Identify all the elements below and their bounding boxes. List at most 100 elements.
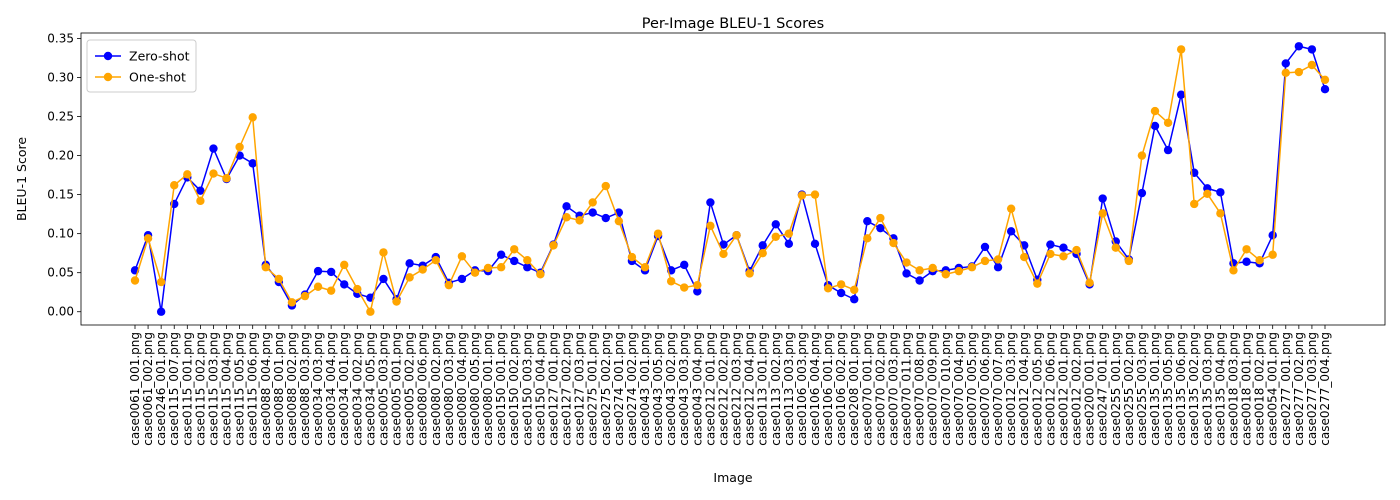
x-tick-label: case0043_002.png xyxy=(664,332,678,446)
data-point xyxy=(588,208,597,217)
x-tick-label: case0080_002.png xyxy=(429,332,443,446)
data-point xyxy=(1059,252,1068,261)
data-point xyxy=(1137,151,1147,160)
data-point xyxy=(680,283,689,292)
data-point xyxy=(248,159,257,168)
x-tick-label: case0018_003.png xyxy=(1226,332,1240,446)
data-point xyxy=(209,144,218,153)
x-tick-label: case0034_001.png xyxy=(337,332,351,446)
data-point xyxy=(1176,45,1186,54)
data-point xyxy=(326,267,336,277)
data-point xyxy=(810,190,820,199)
data-point xyxy=(719,240,728,249)
x-tick-label: case0106_003.png xyxy=(795,332,809,446)
x-tick-label: case0208_001.png xyxy=(847,332,861,446)
x-tick-label: case0115_005.png xyxy=(233,332,247,446)
data-point xyxy=(666,277,676,286)
x-tick-label: case0080_001.png xyxy=(481,332,495,446)
x-tick-label: case0080_004.png xyxy=(455,332,469,446)
x-tick-label: case0115_006.png xyxy=(246,332,260,446)
data-point xyxy=(680,260,689,270)
x-tick-label: case0088_001.png xyxy=(272,332,286,446)
x-tick-label: case0070_004.png xyxy=(952,332,966,446)
data-point xyxy=(1098,194,1107,203)
x-tick-label: case0127_002.png xyxy=(560,332,574,446)
x-tick-label: case0043_004.png xyxy=(690,332,704,446)
data-point xyxy=(340,280,349,289)
data-point xyxy=(366,307,375,316)
x-tick-label: case0135_002.png xyxy=(1187,332,1201,446)
data-point xyxy=(405,273,414,282)
data-point xyxy=(993,255,1003,264)
x-tick-label: case0061_001.png xyxy=(128,332,142,446)
x-tick-label: case0275_001.png xyxy=(586,332,600,446)
x-tick-label: case0043_005.png xyxy=(651,332,665,446)
x-tick-label: case0135_006.png xyxy=(1174,332,1188,446)
data-point xyxy=(980,242,990,252)
data-point xyxy=(1307,45,1317,54)
data-point xyxy=(823,284,833,293)
x-tick-label: case0034_005.png xyxy=(363,332,377,446)
data-point xyxy=(1046,240,1055,249)
x-tick-label: case0113_002.png xyxy=(769,332,783,446)
x-tick-label: case0277_004.png xyxy=(1318,332,1332,446)
x-tick-label: case0115_001.png xyxy=(180,332,194,446)
x-tick-label: case0150_003.png xyxy=(520,332,534,446)
x-tick-label: case0212_004.png xyxy=(743,332,757,446)
data-point xyxy=(1098,209,1107,218)
data-point xyxy=(758,241,767,250)
data-point xyxy=(156,277,166,287)
data-point xyxy=(836,280,846,289)
data-point xyxy=(1268,250,1277,259)
x-tick-label: case0070_002.png xyxy=(873,332,887,446)
data-point xyxy=(353,284,362,294)
x-tick-label: case0070_003.png xyxy=(886,332,900,446)
x-tick-label: case0212_001.png xyxy=(703,332,717,446)
x-tick-label: case0113_003.png xyxy=(782,332,796,446)
data-point xyxy=(1137,188,1147,198)
data-point xyxy=(496,263,506,272)
data-point xyxy=(313,282,323,291)
data-point xyxy=(954,266,964,276)
data-point xyxy=(889,238,898,248)
data-point xyxy=(902,258,911,267)
data-point xyxy=(1203,189,1212,199)
data-point xyxy=(1255,255,1264,265)
data-point xyxy=(1046,249,1055,259)
data-point xyxy=(640,263,650,272)
data-point xyxy=(379,274,388,284)
data-point xyxy=(719,249,728,259)
data-point xyxy=(575,216,584,225)
data-point xyxy=(1006,204,1016,213)
legend-marker xyxy=(103,72,113,82)
x-tick-label: case0012_005.png xyxy=(1030,332,1044,446)
x-tick-label: case0135_005.png xyxy=(1161,332,1175,446)
data-point xyxy=(850,285,859,295)
x-tick-label: case0034_003.png xyxy=(311,332,325,446)
x-tick-label: case0106_002.png xyxy=(834,332,848,446)
data-point xyxy=(274,274,284,284)
y-tick-label: 0.20 xyxy=(47,149,74,163)
data-point xyxy=(784,229,794,238)
x-tick-label: case0088_004.png xyxy=(259,332,273,446)
x-tick-label: case0127_001.png xyxy=(546,332,560,446)
data-point xyxy=(693,280,702,290)
x-tick-label: case0274_002.png xyxy=(625,332,639,446)
data-point xyxy=(1307,60,1317,70)
x-tick-label: case0212_003.png xyxy=(730,332,744,446)
data-point xyxy=(1216,188,1225,197)
data-point xyxy=(483,263,493,273)
x-tick-label: case0150_004.png xyxy=(533,332,547,446)
data-point xyxy=(1281,68,1290,78)
x-tick-label: case0080_003.png xyxy=(442,332,456,446)
data-point xyxy=(183,170,192,179)
data-point xyxy=(1163,145,1173,155)
data-point xyxy=(536,270,545,279)
data-point xyxy=(1320,75,1330,85)
data-point xyxy=(810,239,820,249)
x-tick-label: case0277_002.png xyxy=(1292,332,1306,446)
data-point xyxy=(510,245,519,254)
data-point xyxy=(523,255,532,265)
